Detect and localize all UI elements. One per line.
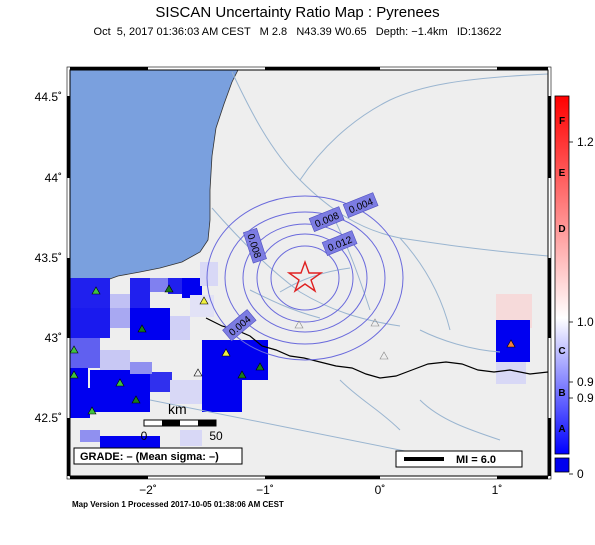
event-info: Oct 5, 2017 01:36:03 AM CEST M 2.8 N43.3… (93, 26, 502, 38)
mi-box: MI = 6.0 (395, 450, 523, 468)
grade-label: E (559, 168, 566, 179)
stations (70, 284, 516, 415)
station-marker (199, 296, 209, 305)
scale-unit: km (168, 401, 187, 417)
lat-tick-label: 43˚ (45, 331, 62, 345)
station-marker (70, 370, 79, 379)
station-marker (164, 284, 174, 293)
grade-label: A (558, 424, 565, 435)
footer-processed: Map Version 1 Processed 2017-10-05 01:38… (72, 500, 284, 509)
station-marker (237, 370, 247, 379)
map-title: SISCAN Uncertainty Ratio Map : Pyrenees (155, 4, 440, 21)
station-marker (91, 286, 101, 295)
grade-label: D (558, 224, 565, 235)
lon-tick-label: 0˚ (375, 483, 386, 497)
station-marker (137, 324, 147, 333)
lon-tick-label: −2˚ (139, 483, 157, 497)
grid-cells (70, 262, 532, 458)
grade-label: C (558, 346, 565, 357)
station-marker (506, 339, 516, 348)
station-marker (131, 395, 141, 404)
station-marker (193, 368, 203, 377)
epicenter-star[interactable] (286, 259, 324, 293)
lat-tick-label: 42.5˚ (35, 411, 62, 425)
map-frame (66, 66, 552, 480)
colorbar-value: 1.2 (577, 135, 594, 149)
station-marker (370, 318, 380, 327)
lon-tick-label: 1˚ (492, 483, 503, 497)
grade-label: F (559, 116, 565, 127)
grade-label: B (558, 388, 565, 399)
station-marker (87, 406, 97, 415)
map-canvas[interactable]: 0.004 0.008 0.012 0.008 0.004 (70, 70, 548, 476)
lat-tick-label: 44˚ (45, 171, 62, 185)
station-marker (70, 345, 79, 354)
station-marker (255, 362, 265, 371)
colorbar-value: 0.9 (577, 391, 594, 405)
grade-box: GRADE: – (Mean sigma: –) (73, 447, 243, 465)
station-marker (294, 320, 304, 329)
scale-end: 50 (209, 429, 223, 443)
colorbar-value: 0.9 (577, 375, 594, 389)
lon-tick-label: −1˚ (256, 483, 274, 497)
station-marker (115, 378, 125, 387)
uncertainty-contours (206, 195, 404, 361)
station-marker (221, 348, 231, 357)
grade-text: GRADE: – (Mean sigma: –) (80, 451, 219, 463)
lon-axis: −2˚ −1˚ 0˚ 1˚ (139, 483, 502, 497)
lat-tick-label: 44.5˚ (35, 90, 62, 104)
station-marker (379, 351, 389, 360)
colorbar: F E D C B A 1.2 1.0 0.9 0.9 0 (554, 95, 594, 481)
colorbar-value: 0 (577, 467, 584, 481)
lat-tick-label: 43.5˚ (35, 251, 62, 265)
lat-axis: 44.5˚ 44˚ 43.5˚ 43˚ 42.5˚ (35, 90, 62, 425)
mi-label: MI = 6.0 (456, 454, 496, 466)
border-line (205, 317, 548, 379)
scale-bar: km 0 50 (141, 401, 223, 443)
colorbar-value: 1.0 (577, 315, 594, 329)
scale-start: 0 (141, 429, 148, 443)
